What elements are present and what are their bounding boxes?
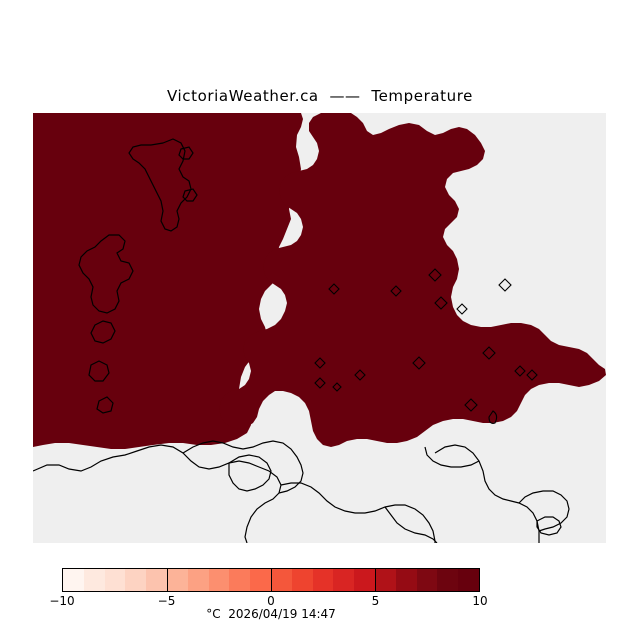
- page-title: VictoriaWeather.ca —— Temperature: [166, 87, 473, 105]
- colorbar[interactable]: [62, 568, 480, 592]
- colorbar-swatch: [166, 569, 188, 591]
- colorbar-swatch: [63, 569, 84, 591]
- colorbar-tick-label: −5: [157, 594, 176, 608]
- colorbar-swatch: [333, 569, 355, 591]
- colorbar-swatch: [312, 569, 334, 591]
- colorbar-tick-labels: −10 −5 0 5 10: [49, 594, 487, 610]
- map-panel[interactable]: [33, 113, 606, 543]
- southern-coastlines: [33, 440, 570, 543]
- colorbar-gradient: [63, 569, 479, 591]
- colorbar-tick-label: 0: [267, 594, 275, 608]
- colorbar-swatch: [146, 569, 167, 591]
- colorbar-tick-label: 5: [371, 594, 380, 608]
- colorbar-swatch: [250, 569, 271, 591]
- colorbar-swatch: [229, 569, 251, 591]
- colorbar-swatch: [458, 569, 479, 591]
- colorbar-caption: °C 2026/04/19 14:47: [206, 607, 336, 621]
- colorbar-swatch: [291, 569, 313, 591]
- colorbar-swatch: [104, 569, 126, 591]
- colorbar-swatch: [125, 569, 147, 591]
- colorbar-swatch: [437, 569, 459, 591]
- colorbar-swatch: [395, 569, 417, 591]
- colorbar-swatch: [416, 569, 438, 591]
- filled-land-mask: [33, 113, 606, 449]
- colorbar-tick-label: −10: [49, 594, 75, 608]
- colorbar-swatch: [187, 569, 209, 591]
- colorbar-swatch: [354, 569, 375, 591]
- inland-lake-markers: [314, 268, 538, 424]
- colorbar-swatch: [208, 569, 230, 591]
- colorbar-swatch: [83, 569, 105, 591]
- colorbar-swatch: [374, 569, 396, 591]
- temperature-map[interactable]: [33, 113, 606, 543]
- island-outlines: [78, 138, 198, 414]
- colorbar-swatch: [270, 569, 292, 591]
- colorbar-tick-label: 10: [472, 594, 488, 608]
